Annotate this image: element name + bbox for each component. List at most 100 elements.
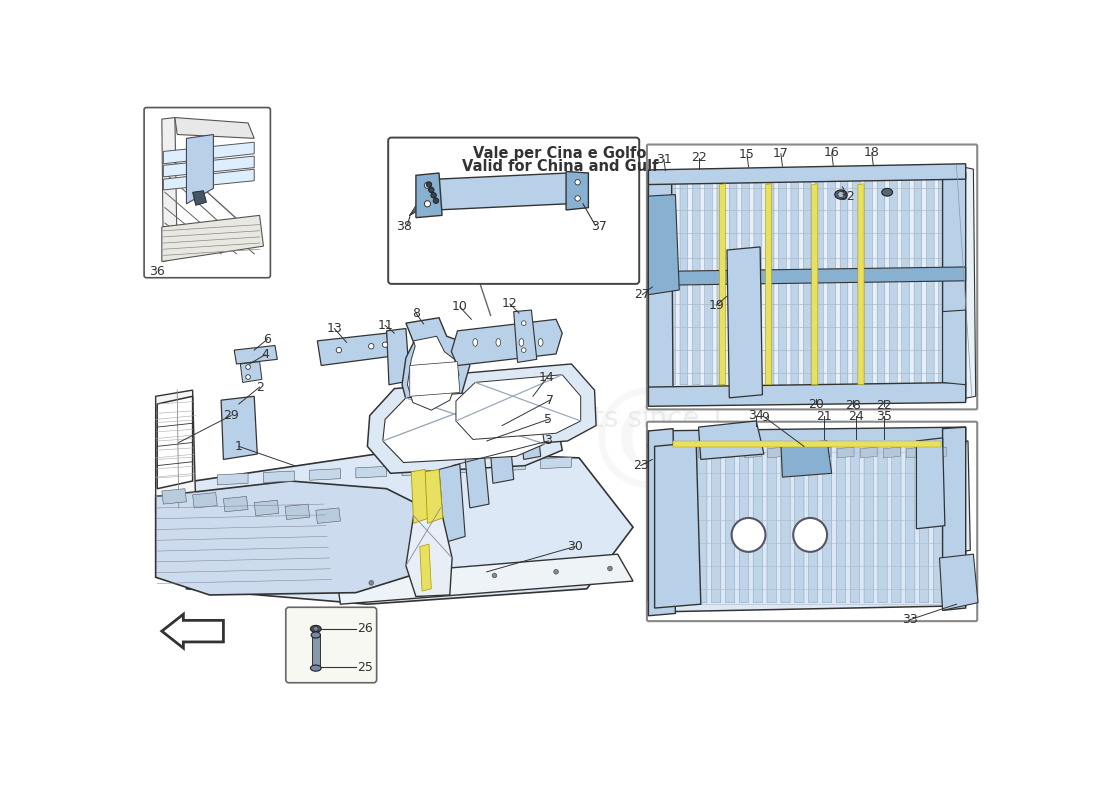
- Polygon shape: [186, 134, 213, 204]
- Polygon shape: [812, 184, 818, 385]
- Polygon shape: [712, 440, 720, 602]
- Polygon shape: [852, 178, 860, 385]
- Polygon shape: [914, 178, 922, 385]
- Polygon shape: [425, 470, 443, 523]
- Polygon shape: [464, 438, 490, 508]
- Polygon shape: [514, 310, 537, 362]
- Text: 9: 9: [761, 411, 769, 424]
- Polygon shape: [517, 394, 541, 459]
- Polygon shape: [241, 362, 262, 382]
- Polygon shape: [218, 474, 249, 485]
- Text: 25: 25: [358, 661, 373, 674]
- Text: 38: 38: [396, 220, 411, 234]
- Polygon shape: [930, 447, 946, 458]
- Polygon shape: [649, 382, 966, 406]
- Polygon shape: [156, 481, 433, 595]
- Ellipse shape: [429, 187, 434, 193]
- Text: professional parts since 1: professional parts since 1: [371, 406, 726, 434]
- FancyBboxPatch shape: [388, 138, 639, 284]
- Text: Vale per Cina e Golfo: Vale per Cina e Golfo: [473, 146, 647, 162]
- Ellipse shape: [521, 348, 526, 353]
- Polygon shape: [668, 178, 675, 385]
- Polygon shape: [768, 447, 784, 458]
- Polygon shape: [745, 447, 761, 458]
- Polygon shape: [883, 447, 900, 458]
- Text: 31: 31: [656, 153, 672, 166]
- Ellipse shape: [425, 201, 430, 207]
- Polygon shape: [727, 247, 762, 398]
- Polygon shape: [566, 171, 588, 210]
- Text: 24: 24: [848, 410, 865, 423]
- Polygon shape: [767, 440, 777, 602]
- Polygon shape: [387, 329, 409, 385]
- Polygon shape: [403, 464, 433, 476]
- Text: 8: 8: [411, 306, 420, 320]
- Text: 13: 13: [327, 322, 342, 335]
- Polygon shape: [920, 440, 928, 602]
- Text: 19: 19: [708, 299, 724, 312]
- Text: 16: 16: [824, 146, 839, 159]
- Polygon shape: [939, 554, 978, 610]
- Text: 22: 22: [692, 151, 707, 164]
- Polygon shape: [451, 319, 562, 366]
- Text: Valid for China and Gulf: Valid for China and Gulf: [462, 158, 658, 174]
- Text: 22: 22: [877, 399, 892, 412]
- Polygon shape: [933, 440, 943, 602]
- Polygon shape: [719, 184, 726, 385]
- Polygon shape: [649, 267, 966, 286]
- FancyBboxPatch shape: [647, 145, 977, 410]
- Polygon shape: [383, 389, 544, 462]
- Polygon shape: [455, 374, 581, 439]
- Polygon shape: [865, 440, 873, 602]
- Polygon shape: [157, 396, 192, 489]
- Text: 30: 30: [568, 540, 583, 553]
- Polygon shape: [488, 419, 514, 483]
- Text: 23: 23: [632, 459, 649, 472]
- Text: 32: 32: [839, 190, 855, 202]
- Polygon shape: [943, 441, 970, 554]
- Polygon shape: [697, 440, 707, 602]
- FancyBboxPatch shape: [144, 107, 271, 278]
- Polygon shape: [680, 178, 688, 385]
- Polygon shape: [649, 166, 966, 400]
- Polygon shape: [943, 427, 966, 610]
- Text: 5: 5: [544, 413, 552, 426]
- Ellipse shape: [575, 179, 581, 185]
- Text: 21: 21: [816, 410, 832, 423]
- Polygon shape: [916, 438, 945, 529]
- Polygon shape: [905, 440, 915, 602]
- Polygon shape: [781, 440, 790, 602]
- Polygon shape: [684, 440, 693, 602]
- Text: 34: 34: [748, 409, 764, 422]
- Polygon shape: [192, 493, 218, 508]
- Text: 1: 1: [235, 440, 243, 453]
- Polygon shape: [823, 440, 832, 602]
- Ellipse shape: [433, 198, 439, 203]
- Ellipse shape: [538, 338, 543, 346]
- Text: 6: 6: [263, 333, 272, 346]
- Polygon shape: [403, 318, 470, 418]
- Polygon shape: [722, 447, 738, 458]
- Polygon shape: [406, 508, 452, 597]
- Polygon shape: [858, 184, 865, 385]
- Polygon shape: [926, 178, 934, 385]
- Polygon shape: [223, 496, 249, 512]
- Polygon shape: [767, 178, 774, 385]
- Polygon shape: [254, 500, 279, 516]
- Polygon shape: [356, 466, 387, 478]
- Text: 10: 10: [452, 301, 468, 314]
- Polygon shape: [654, 442, 701, 608]
- Polygon shape: [902, 178, 910, 385]
- Polygon shape: [840, 178, 848, 385]
- Polygon shape: [794, 440, 804, 602]
- Polygon shape: [318, 333, 392, 366]
- Text: 7: 7: [546, 394, 554, 406]
- Polygon shape: [739, 440, 749, 602]
- Polygon shape: [836, 440, 846, 602]
- Polygon shape: [264, 471, 295, 482]
- Ellipse shape: [314, 626, 318, 631]
- Text: 28: 28: [845, 399, 861, 412]
- Polygon shape: [938, 178, 946, 385]
- Polygon shape: [416, 173, 442, 218]
- Polygon shape: [409, 362, 460, 396]
